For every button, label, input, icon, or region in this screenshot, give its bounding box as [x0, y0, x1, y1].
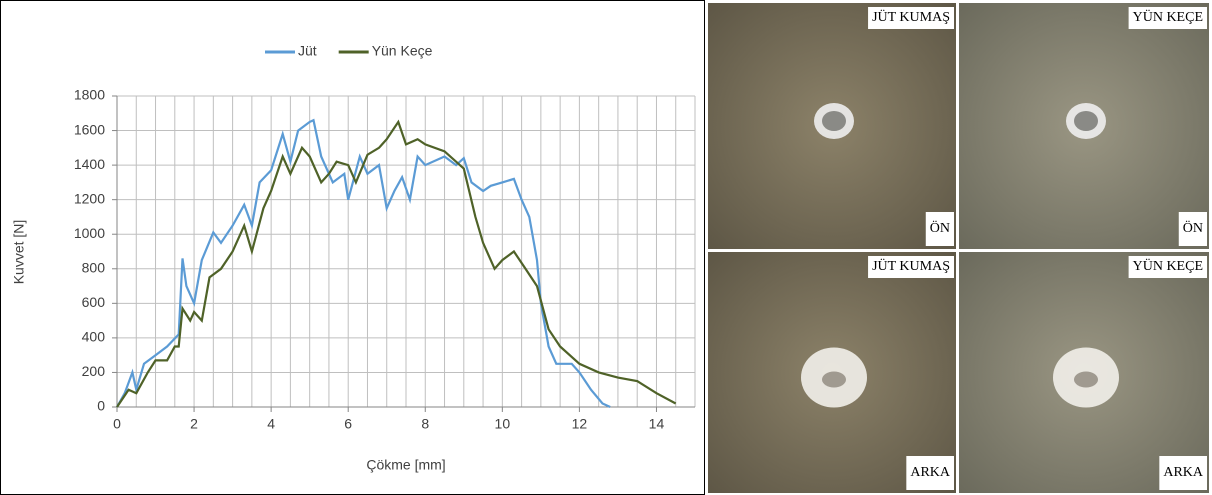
x-tick-label: 2 — [190, 416, 198, 432]
x-tick-label: 8 — [421, 416, 429, 432]
y-tick-label: 600 — [82, 294, 106, 310]
y-tick-label: 800 — [82, 259, 106, 275]
x-tick-label: 6 — [344, 416, 352, 432]
legend-label: Jüt — [298, 43, 317, 59]
x-tick-label: 4 — [267, 416, 275, 432]
y-tick-label: 1000 — [74, 225, 105, 241]
panel-label: YÜN KEÇE — [1133, 8, 1203, 25]
panel-label: ÖN — [930, 219, 950, 236]
figure: Kuvvet [N] Çökme [mm] 0 200 400 600 800 1000 1… — [0, 0, 1212, 495]
x-axis-label: Çökme [mm] — [366, 457, 445, 473]
x-tick-label: 10 — [495, 416, 511, 432]
panel-label: JÜT KUMAŞ — [872, 257, 950, 274]
y-tick-label: 1400 — [74, 156, 105, 172]
y-tick-label: 1200 — [74, 190, 105, 206]
y-tick-label: 1800 — [74, 87, 105, 103]
y-tick-label: 1600 — [74, 121, 105, 137]
hole — [822, 111, 846, 131]
panel-label: YÜN KEÇE — [1133, 257, 1203, 274]
panel-label: JÜT KUMAŞ — [872, 8, 950, 25]
x-tick-label: 12 — [572, 416, 588, 432]
panel-label: ARKA — [910, 465, 951, 480]
hole — [1074, 372, 1098, 388]
y-axis-label: Kuvvet [N] — [11, 220, 27, 285]
hole — [1074, 111, 1098, 131]
legend-label: Yün Keçe — [372, 43, 433, 59]
panel-label: ÖN — [1183, 219, 1203, 236]
y-tick-label: 200 — [82, 363, 106, 379]
y-tick-label: 400 — [82, 329, 106, 345]
hole — [822, 372, 846, 388]
x-tick-label: 14 — [649, 416, 665, 432]
panel-label: ARKA — [1163, 465, 1204, 480]
y-tick-label: 0 — [97, 398, 105, 414]
x-tick-label: 0 — [113, 416, 121, 432]
